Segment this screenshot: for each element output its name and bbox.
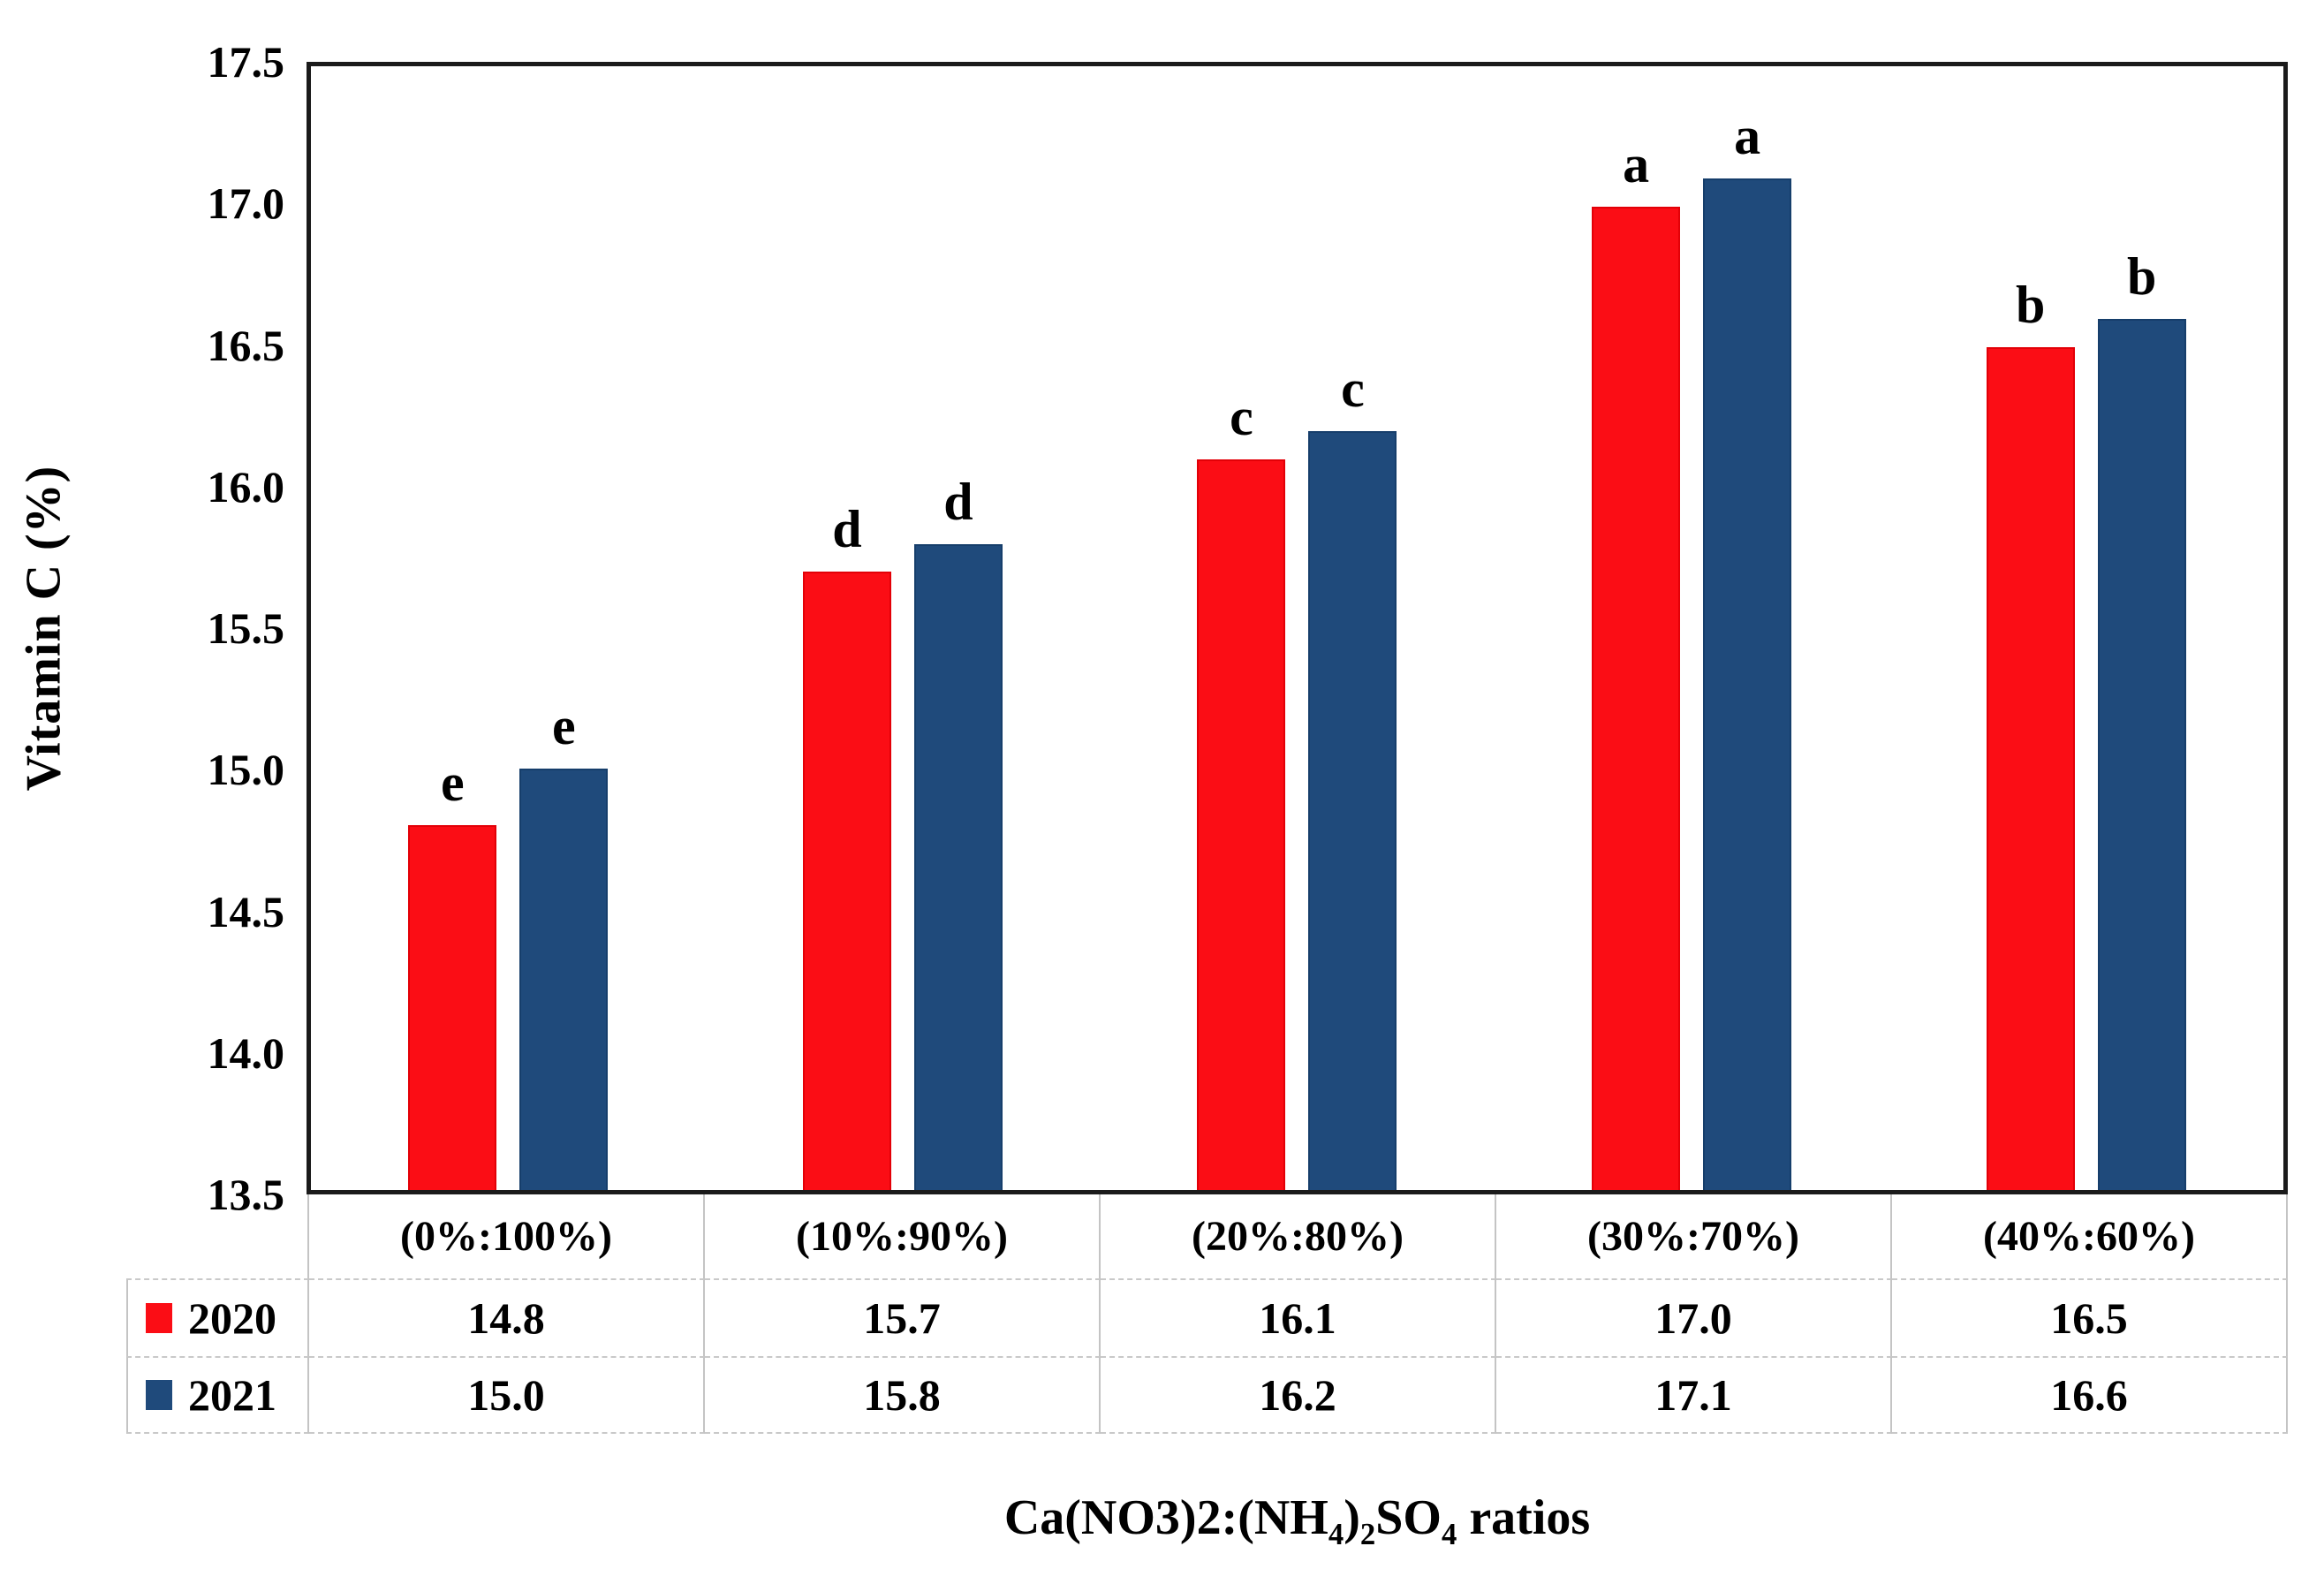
value-2021-5: 16.6 [1892, 1356, 2288, 1434]
bar-column: a [1592, 66, 1681, 1190]
table-corner-cell [126, 1194, 309, 1278]
bar-2021-2 [913, 543, 1003, 1190]
value-2020-5: 16.5 [1892, 1278, 2288, 1356]
bar-2021-3 [1308, 431, 1397, 1190]
bar-2020-5 [1986, 347, 2075, 1190]
value-2021-1: 15.0 [309, 1356, 705, 1434]
value-2020-3: 16.1 [1101, 1278, 1496, 1356]
bar-column: d [802, 66, 891, 1190]
x-title-seg: Ca(NO3)2:(NH [1003, 1490, 1329, 1545]
bar-2020-4 [1592, 207, 1681, 1190]
y-tick-label: 14.0 [207, 1027, 285, 1078]
x-title-sub: 2 [1359, 1517, 1376, 1552]
y-tick-label: 13.5 [207, 1170, 285, 1219]
bar-2020-1 [408, 824, 497, 1190]
bar-column: e [408, 66, 497, 1190]
category-header-3: (20%:80%) [1101, 1194, 1496, 1278]
x-title-seg: SO [1375, 1490, 1442, 1545]
bar-column: b [1986, 66, 2075, 1190]
bar-2021-4 [1703, 178, 1792, 1190]
y-tick-label: 15.0 [207, 745, 285, 795]
x-title-seg: ratios [1457, 1490, 1591, 1545]
y-tick-label: 14.5 [207, 886, 285, 936]
value-2020-1: 14.8 [309, 1278, 705, 1356]
legend-swatch-2021 [146, 1380, 172, 1410]
significance-letter: c [1230, 388, 1253, 447]
significance-letter: a [1734, 107, 1761, 166]
bar-column: d [913, 66, 1003, 1190]
data-table: (0%:100%) (10%:90%) (20%:80%) (30%:70%) … [126, 1194, 2288, 1434]
y-axis-ticks: 17.5 17.0 16.5 16.0 15.5 15.0 14.5 14.0 13.5 [0, 40, 285, 1217]
significance-letter: d [943, 472, 973, 531]
y-tick-label: 16.0 [207, 461, 285, 512]
value-2021-3: 16.2 [1101, 1356, 1496, 1434]
bar-column: c [1197, 66, 1286, 1190]
category-header-1: (0%:100%) [309, 1194, 705, 1278]
legend-swatch-2020 [146, 1303, 172, 1333]
bar-2020-2 [802, 572, 891, 1190]
significance-letter: a [1623, 135, 1650, 193]
x-title-sub: 4 [1441, 1517, 1457, 1552]
value-2021-2: 15.8 [705, 1356, 1101, 1434]
bar-2021-1 [519, 769, 609, 1190]
significance-letter: e [551, 697, 576, 755]
y-tick-label: 17.0 [207, 178, 285, 229]
bar-column: b [2097, 66, 2186, 1190]
value-2020-2: 15.7 [705, 1278, 1101, 1356]
bar-2020-3 [1197, 459, 1286, 1190]
bar-column: a [1703, 66, 1792, 1190]
y-tick-label: 15.5 [207, 603, 285, 653]
legend-label-2021: 2021 [188, 1370, 276, 1420]
bar-column: e [519, 66, 609, 1190]
category-header-2: (10%:90%) [705, 1194, 1101, 1278]
significance-letter: e [440, 753, 465, 812]
category-header-5: (40%:60%) [1892, 1194, 2288, 1278]
legend-item-2020: 2020 [126, 1278, 309, 1356]
significance-letter: b [2015, 276, 2046, 334]
legend-label-2020: 2020 [188, 1293, 276, 1343]
significance-letter: d [832, 500, 862, 559]
significance-letter: b [2126, 247, 2157, 307]
significance-letter: c [1341, 360, 1365, 419]
legend-item-2021: 2021 [126, 1356, 309, 1434]
value-2020-4: 17.0 [1496, 1278, 1892, 1356]
y-tick-label: 17.5 [207, 37, 285, 87]
bar-2021-5 [2097, 319, 2186, 1190]
x-axis-title: Ca(NO3)2:(NH4)2SO4 ratios [307, 1482, 2288, 1553]
y-tick-label: 16.5 [207, 320, 285, 370]
bar-column: c [1308, 66, 1397, 1190]
x-title-sub: 4 [1328, 1517, 1344, 1552]
x-title-seg: ) [1344, 1490, 1360, 1545]
category-header-4: (30%:70%) [1496, 1194, 1892, 1278]
value-2021-4: 17.1 [1496, 1356, 1892, 1434]
